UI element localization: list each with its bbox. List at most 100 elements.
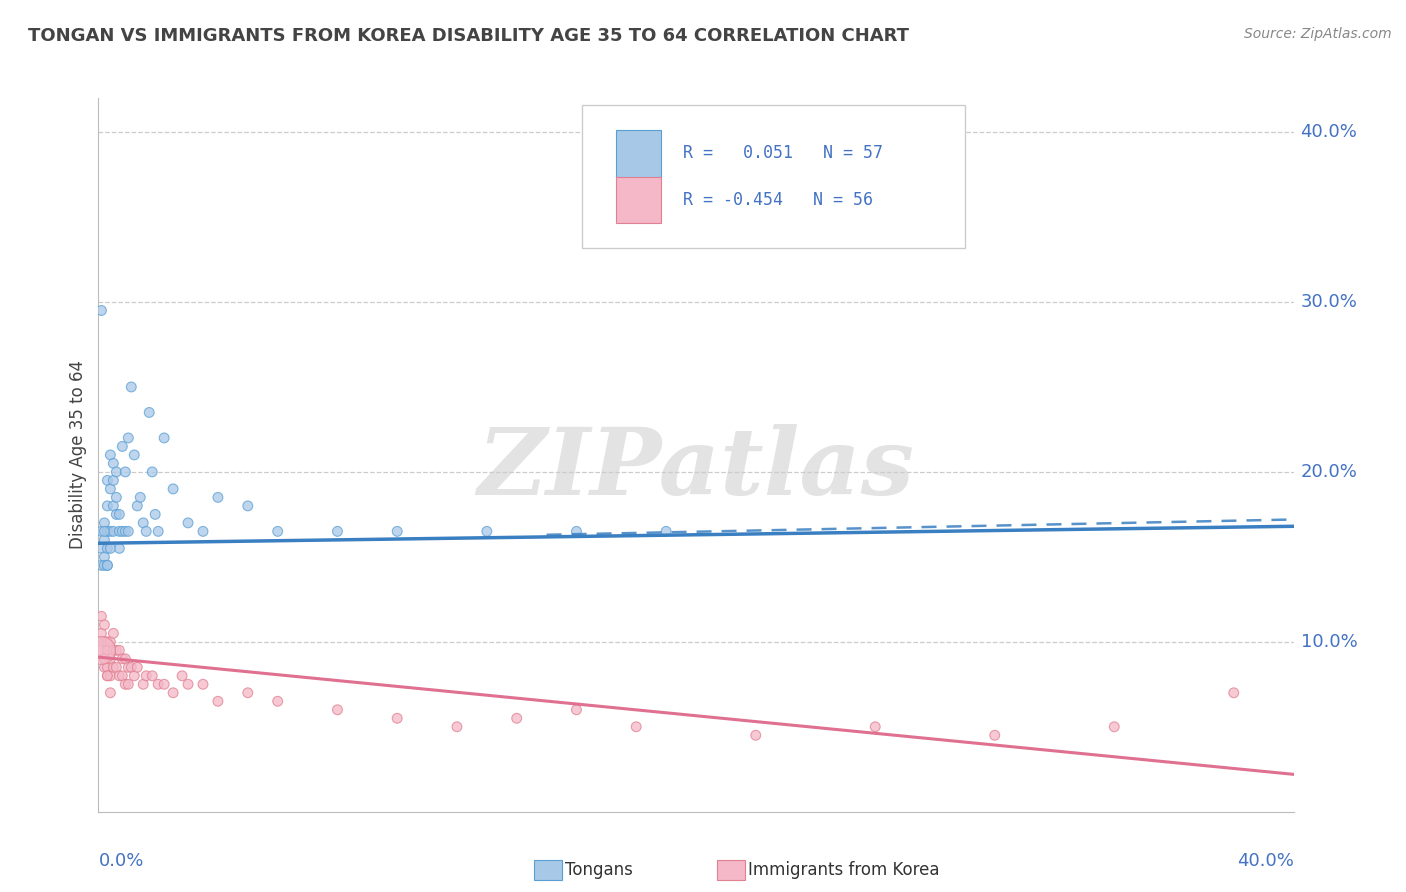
Text: Immigrants from Korea: Immigrants from Korea <box>748 861 939 879</box>
Point <box>96 669 118 683</box>
Point <box>96 499 118 513</box>
Point <box>96 474 118 488</box>
Point <box>103 626 125 640</box>
Point <box>103 474 125 488</box>
Point <box>148 677 170 691</box>
Text: 40.0%: 40.0% <box>1301 123 1357 141</box>
Point <box>93 524 115 539</box>
Point <box>172 669 194 683</box>
Point <box>127 499 149 513</box>
Text: ZIPatlas: ZIPatlas <box>478 425 914 514</box>
Point <box>93 652 115 666</box>
Point <box>90 609 112 624</box>
Point <box>475 524 498 539</box>
Point <box>162 482 184 496</box>
Point <box>162 686 184 700</box>
Point <box>103 660 125 674</box>
Point <box>236 686 259 700</box>
Point <box>135 669 157 683</box>
Point <box>93 516 115 530</box>
Point <box>93 533 115 547</box>
Point <box>1104 720 1126 734</box>
Point <box>114 677 136 691</box>
Point <box>117 677 139 691</box>
Point <box>114 465 136 479</box>
Point <box>96 635 118 649</box>
Point <box>105 508 128 522</box>
Text: R =   0.051   N = 57: R = 0.051 N = 57 <box>683 145 883 162</box>
Point <box>90 643 112 657</box>
Point <box>565 703 588 717</box>
Point <box>90 303 112 318</box>
Text: Tongans: Tongans <box>565 861 633 879</box>
Point <box>326 524 349 539</box>
Point <box>111 652 134 666</box>
Point <box>98 669 122 683</box>
Point <box>103 457 125 471</box>
Point <box>103 643 125 657</box>
Bar <box>616 177 661 223</box>
Point <box>236 499 259 513</box>
Point <box>120 660 142 674</box>
Point <box>446 720 468 734</box>
Point <box>105 491 128 505</box>
Point <box>624 720 647 734</box>
Point <box>207 491 229 505</box>
Point <box>103 499 125 513</box>
Point <box>105 643 128 657</box>
Point <box>90 643 112 657</box>
Point <box>506 711 529 725</box>
Point <box>96 643 118 657</box>
Point <box>108 669 131 683</box>
Point <box>103 524 125 539</box>
Point <box>108 541 131 556</box>
Point <box>177 677 200 691</box>
Point <box>98 541 122 556</box>
Point <box>1223 686 1246 700</box>
Point <box>111 439 134 453</box>
Point <box>117 524 139 539</box>
Point <box>98 635 122 649</box>
Point <box>141 669 163 683</box>
Bar <box>616 130 661 177</box>
Point <box>138 405 160 419</box>
Point <box>98 652 122 666</box>
Point <box>745 728 768 742</box>
Point <box>96 558 118 573</box>
Point <box>132 516 155 530</box>
Point <box>865 720 887 734</box>
Point <box>96 669 118 683</box>
Point <box>267 524 290 539</box>
Text: 20.0%: 20.0% <box>1301 463 1357 481</box>
Point <box>114 524 136 539</box>
Point <box>120 380 142 394</box>
Point <box>93 617 115 632</box>
Point <box>127 660 149 674</box>
FancyBboxPatch shape <box>582 105 965 248</box>
Point <box>98 448 122 462</box>
Point <box>153 677 176 691</box>
Point <box>93 660 115 674</box>
Point <box>177 516 200 530</box>
Point <box>108 524 131 539</box>
Point <box>96 558 118 573</box>
Point <box>385 524 409 539</box>
Y-axis label: Disability Age 35 to 64: Disability Age 35 to 64 <box>69 360 87 549</box>
Point <box>191 677 214 691</box>
Point <box>983 728 1005 742</box>
Point <box>96 541 118 556</box>
Point <box>90 626 112 640</box>
Point <box>565 524 588 539</box>
Point <box>93 635 115 649</box>
Point <box>117 431 139 445</box>
Point <box>267 694 290 708</box>
Point <box>124 448 146 462</box>
Point <box>124 669 146 683</box>
Point <box>96 524 118 539</box>
Point <box>98 482 122 496</box>
Point <box>655 524 678 539</box>
Point <box>129 491 152 505</box>
Point <box>90 541 112 556</box>
Text: TONGAN VS IMMIGRANTS FROM KOREA DISABILITY AGE 35 TO 64 CORRELATION CHART: TONGAN VS IMMIGRANTS FROM KOREA DISABILI… <box>28 27 910 45</box>
Point <box>135 524 157 539</box>
